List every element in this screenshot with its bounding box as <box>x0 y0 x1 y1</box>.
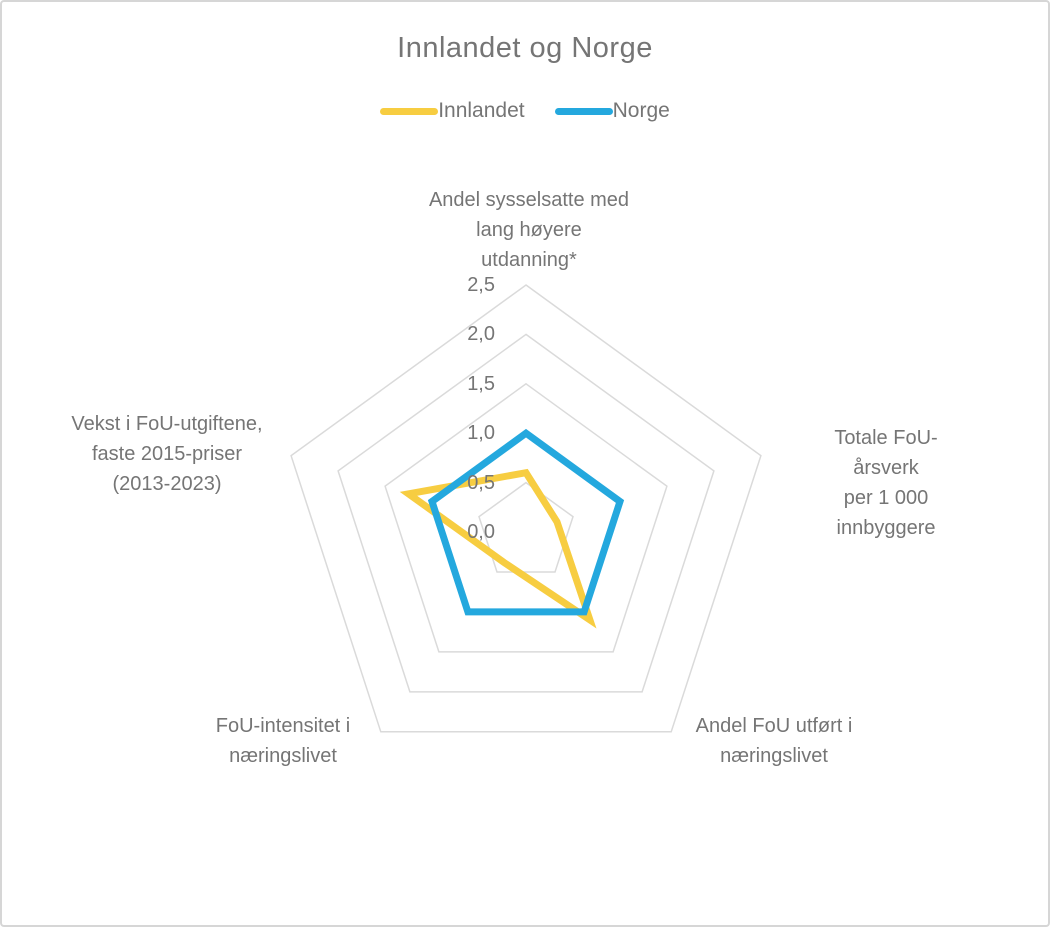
axis-label-andel-sysselsatte-utdanning: Andel sysselsatte med lang høyere utdann… <box>428 189 630 271</box>
axis-label-vekst-fou-utgiftene: Vekst i FoU-utgiftene, faste 2015-priser… <box>71 413 263 495</box>
radar-series-innlandet <box>399 468 597 629</box>
radar-series-norge <box>427 428 625 616</box>
axis-label-andel-fou-utfort: Andel FoU utført i næringslivet <box>695 715 853 767</box>
legend-swatch-norge-icon <box>554 107 613 115</box>
radar-gridline-ring <box>290 284 762 733</box>
axis-label-fou-intensitet: FoU-intensitet i næringslivet <box>215 715 351 767</box>
radar-gridline-ring <box>384 382 668 653</box>
legend-label-innlandet: Innlandet <box>438 99 525 122</box>
axis-label-totale-fou-arsverk: Totale FoU-årsverk per 1 000 innbyggere <box>834 427 938 539</box>
radial-tick-label: 1,0 <box>467 422 495 445</box>
chart-title: Innlandet og Norge <box>397 32 653 64</box>
radial-tick-label: 2,5 <box>467 274 495 296</box>
legend-item-norge[interactable]: Norge <box>554 99 670 123</box>
legend-swatch-innlandet-icon <box>380 107 439 115</box>
legend-label-norge: Norge <box>612 99 670 122</box>
radial-tick-label: 0,5 <box>467 471 495 494</box>
radial-tick-label: 2,0 <box>467 323 495 346</box>
legend-item-innlandet[interactable]: Innlandet <box>380 99 525 123</box>
radial-tick-label: 1,5 <box>467 372 495 395</box>
legend: Innlandet Norge <box>2 99 1048 123</box>
radar-gridline-ring <box>478 481 574 573</box>
radial-tick-label: 0,0 <box>467 521 495 543</box>
radar-gridline-ring <box>337 333 715 693</box>
